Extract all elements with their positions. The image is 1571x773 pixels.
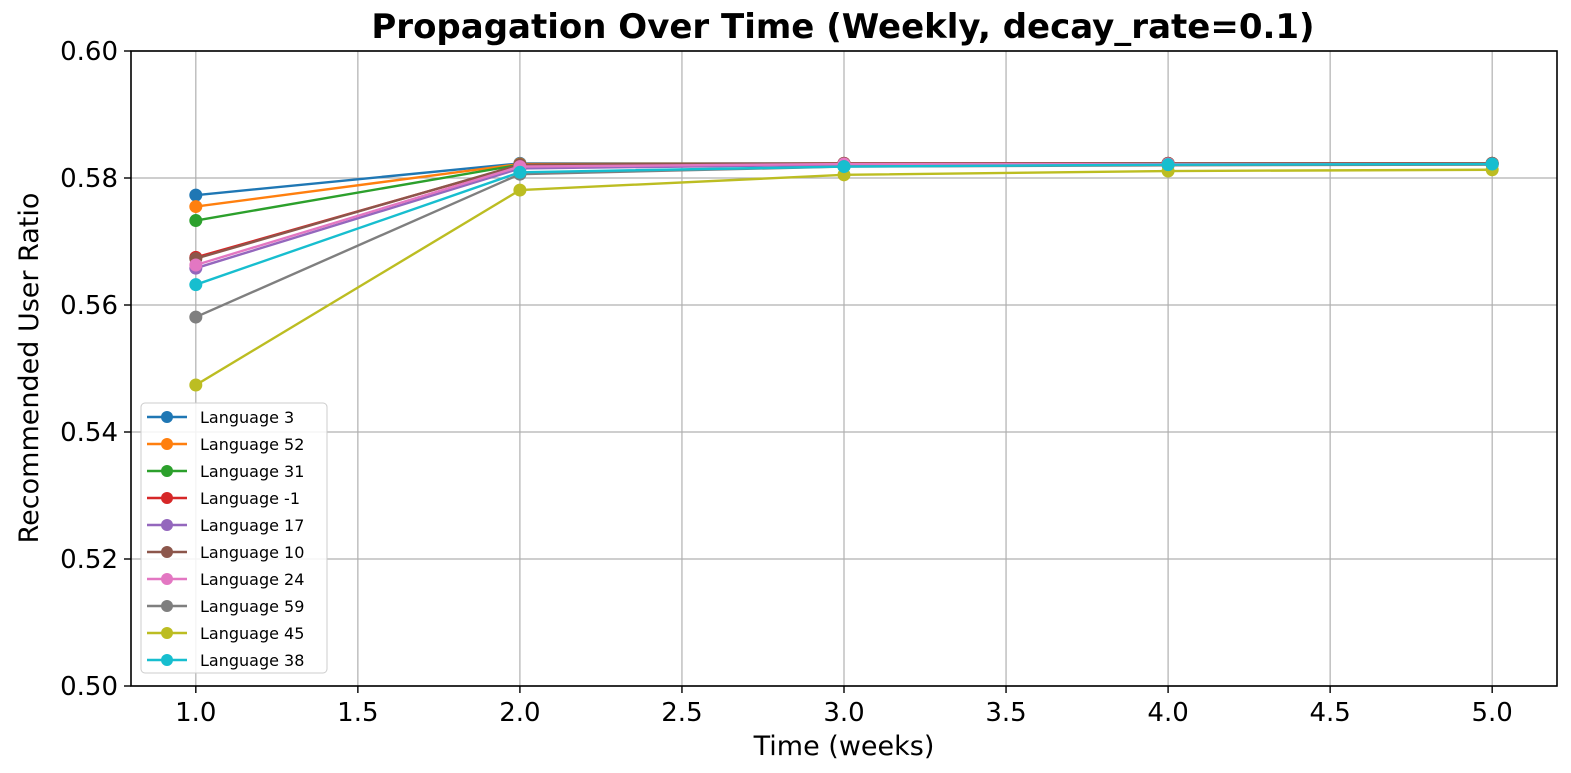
legend-item: Language 52 [147,435,304,454]
y-axis-label: Recommended User Ratio [14,193,45,544]
legend-item: Language 10 [147,543,304,562]
y-tick-label: 0.58 [60,164,118,194]
y-tick-label: 0.54 [60,418,118,448]
legend-marker [161,492,173,504]
chart-title: Propagation Over Time (Weekly, decay_rat… [371,7,1314,47]
data-point [837,160,851,174]
legend-label: Language 38 [200,651,304,670]
legend-label: Language 10 [200,543,304,562]
legend-label: Language 24 [200,570,304,589]
legend-label: Language 17 [200,516,304,535]
legend: Language 3 Language 52 Language 31 Language… [140,402,328,674]
x-tick-label: 4.5 [1309,698,1350,728]
legend-box [140,402,328,674]
legend-marker [161,573,173,585]
legend-label: Language 3 [200,408,294,427]
legend-marker [161,438,173,450]
legend-marker [161,519,173,531]
x-axis-label: Time (weeks) [753,731,935,762]
legend-item: Language 59 [147,597,304,616]
legend-marker [161,411,173,423]
y-tick-label: 0.50 [60,672,118,702]
data-point [189,278,203,292]
legend-label: Language 31 [200,462,304,481]
legend-label: Language -1 [200,489,300,508]
legend-marker [161,627,173,639]
x-tick-label: 5.0 [1472,698,1513,728]
legend-item: Language 24 [147,570,304,589]
x-tick-label: 1.5 [337,698,378,728]
legend-item: Language 17 [147,516,304,535]
legend-marker [161,600,173,612]
x-tick-label: 1.0 [175,698,216,728]
x-tick-label: 4.0 [1147,698,1188,728]
y-tick-label: 0.60 [60,37,118,67]
data-point [189,378,203,392]
legend-marker [161,546,173,558]
legend-item: Language 3 [147,408,294,427]
legend-label: Language 45 [200,624,304,643]
data-point [189,200,203,214]
legend-item: Language -1 [147,489,300,508]
legend-item: Language 45 [147,624,304,643]
x-tick-label: 3.0 [823,698,864,728]
data-point [1161,158,1175,172]
x-tick-label: 2.0 [499,698,540,728]
axis-ticks: 1.0 1.5 2.0 2.5 3.0 3.5 4.0 4.5 5.0 0.50 0.52 0.54 0… [60,37,1513,728]
data-point [189,258,203,272]
data-point [189,214,203,228]
series-group [189,157,1499,292]
data-point [1485,157,1499,171]
data-point [189,310,203,324]
legend-marker [161,654,173,666]
x-tick-label: 3.5 [985,698,1026,728]
x-tick-label: 2.5 [661,698,702,728]
data-point [513,165,527,179]
plot-series [189,156,1499,392]
grid-lines [131,50,1557,687]
legend-item: Language 31 [147,462,304,481]
y-tick-label: 0.52 [60,545,118,575]
data-point [189,188,203,202]
legend-item: Language 38 [147,651,304,670]
data-point [513,183,527,197]
y-tick-label: 0.56 [60,291,118,321]
legend-label: Language 52 [200,435,304,454]
legend-label: Language 59 [200,597,304,616]
legend-marker [161,465,173,477]
